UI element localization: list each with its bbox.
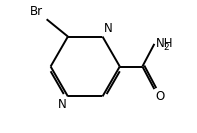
Text: N: N (104, 22, 112, 35)
Text: N: N (58, 98, 67, 111)
Text: 2: 2 (163, 43, 169, 52)
Text: NH: NH (156, 37, 173, 50)
Text: O: O (156, 90, 165, 103)
Text: Br: Br (30, 5, 43, 18)
